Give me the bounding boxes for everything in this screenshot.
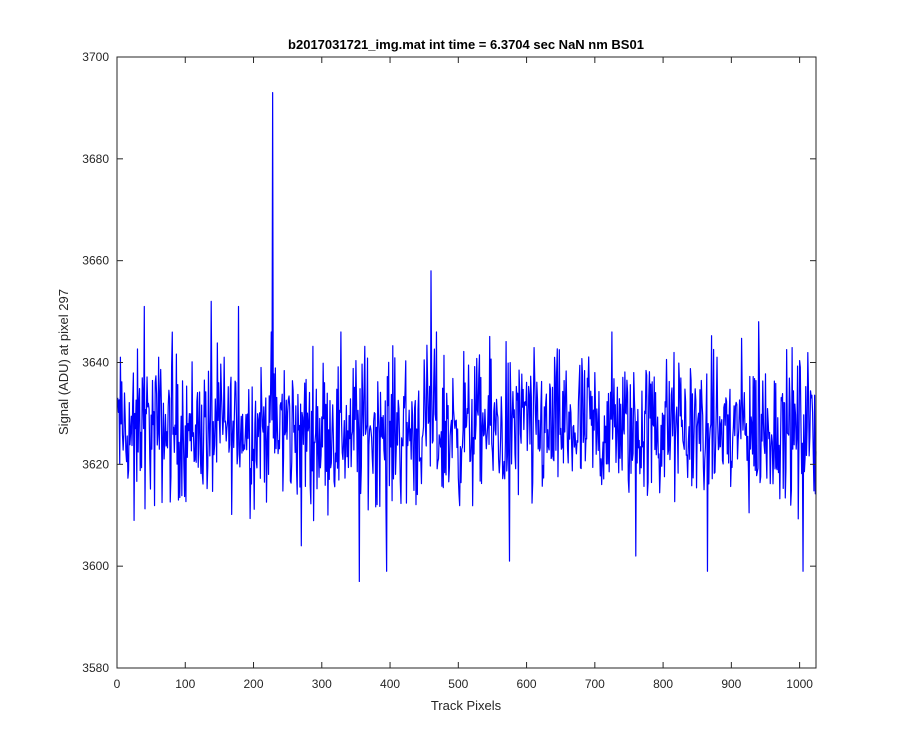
x-tick-label: 100: [175, 677, 195, 691]
x-tick-label: 200: [244, 677, 264, 691]
x-axis-label: Track Pixels: [431, 698, 502, 713]
x-tick-label: 600: [517, 677, 537, 691]
x-tick-label: 300: [312, 677, 332, 691]
y-tick-label: 3620: [82, 457, 109, 471]
y-tick-label: 3700: [82, 50, 109, 64]
x-tick-label: 1000: [786, 677, 813, 691]
x-tick-label: 700: [585, 677, 605, 691]
chart-title: b2017031721_img.mat int time = 6.3704 se…: [288, 37, 644, 52]
x-tick-label: 400: [380, 677, 400, 691]
x-tick-label: 0: [114, 677, 121, 691]
y-tick-label: 3660: [82, 254, 109, 268]
x-tick-label: 900: [721, 677, 741, 691]
y-tick-label: 3680: [82, 152, 109, 166]
y-axis-label: Signal (ADU) at pixel 297: [56, 289, 71, 435]
x-tick-label: 800: [653, 677, 673, 691]
series-line: [117, 92, 817, 583]
x-ticks: 0 100 200 300 400 500 600 700 800 900 1000: [114, 57, 813, 691]
y-tick-label: 3600: [82, 559, 109, 573]
series-layer: [117, 92, 817, 583]
x-tick-label: 500: [448, 677, 468, 691]
plot-area: [117, 57, 816, 668]
y-tick-label: 3640: [82, 356, 109, 370]
y-ticks: 3580 3600 3620 3640 3660 3680 3700: [82, 50, 816, 675]
y-tick-label: 3580: [82, 661, 109, 675]
